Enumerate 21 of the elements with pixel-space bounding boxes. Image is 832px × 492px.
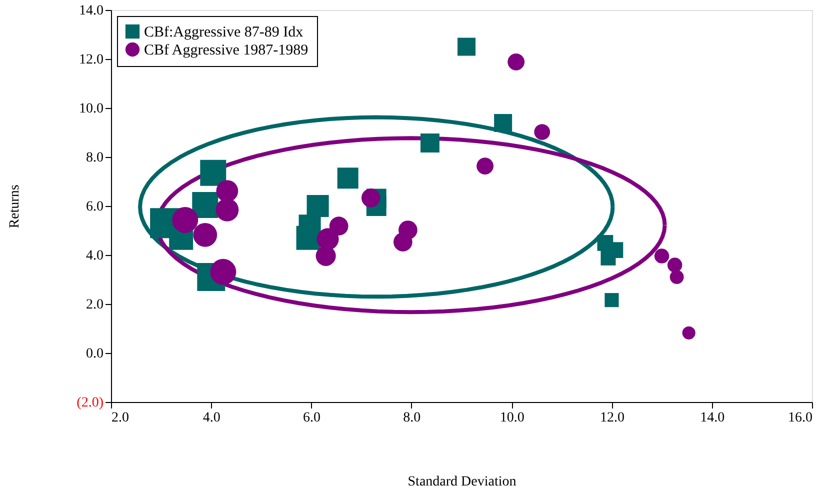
- x-tick-label: 16.0: [788, 410, 812, 426]
- y-tick-label: (2.0): [76, 396, 104, 410]
- x-tick-label: 14.0: [700, 410, 725, 426]
- y-tick-label: 4.0: [86, 248, 104, 264]
- y-tick-label: 12.0: [79, 52, 104, 68]
- x-tick-label: 12.0: [600, 410, 624, 426]
- x-tick-label: 4.0: [202, 410, 220, 426]
- y-tick-label: 8.0: [86, 150, 104, 166]
- legend-label: CBf:Aggressive 87-89 Idx: [144, 24, 304, 40]
- y-tick-label: 0.0: [86, 346, 104, 362]
- x-tick-label: 6.0: [303, 410, 321, 426]
- y-tick-label: 2.0: [86, 298, 104, 312]
- x-tick-label: 2.0: [112, 410, 129, 426]
- y-tick-label: 14.0: [79, 4, 104, 18]
- y-axis-title: Returns: [8, 184, 23, 228]
- x-axis-title: Standard Deviation: [408, 474, 516, 490]
- y-tick-label: 6.0: [86, 200, 104, 214]
- legend-label: CBf Aggressive 1987-1989: [144, 42, 308, 58]
- x-tick-label: 8.0: [403, 410, 421, 426]
- y-tick-label: 10.0: [79, 102, 104, 116]
- x-tick-label: 10.0: [500, 410, 524, 426]
